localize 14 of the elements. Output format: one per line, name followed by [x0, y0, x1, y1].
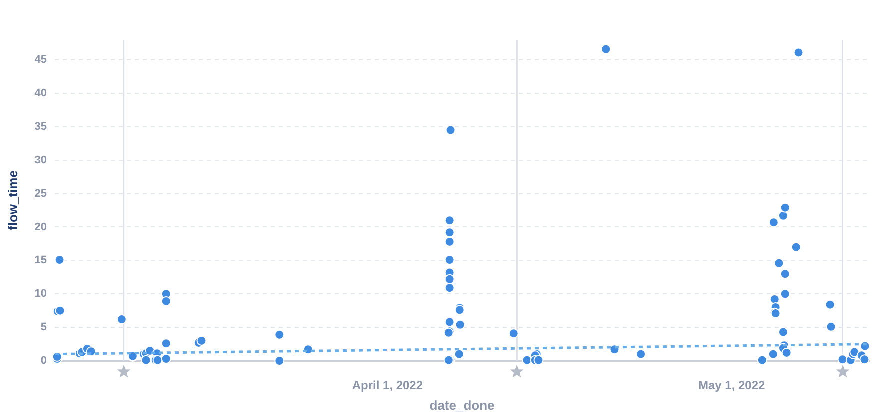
y-tick-label: 15	[34, 254, 47, 267]
y-tick-label: 0	[40, 355, 47, 368]
x-tick-label: April 1, 2022	[352, 378, 424, 393]
y-tick-label: 40	[34, 88, 47, 100]
y-tick-label: 5	[40, 322, 47, 334]
y-tick-label: 10	[34, 288, 47, 300]
y-axis-title: flow_time	[5, 170, 20, 230]
x-tick-label: May 1, 2022	[698, 378, 766, 393]
y-tick-label: 30	[34, 154, 47, 166]
y-tick-label: 20	[34, 221, 47, 234]
y-tick-label: 35	[34, 120, 47, 133]
y-tick-label: 45	[34, 54, 47, 66]
y-tick-label: 25	[34, 188, 47, 200]
x-axis-title: date_done	[430, 398, 495, 413]
